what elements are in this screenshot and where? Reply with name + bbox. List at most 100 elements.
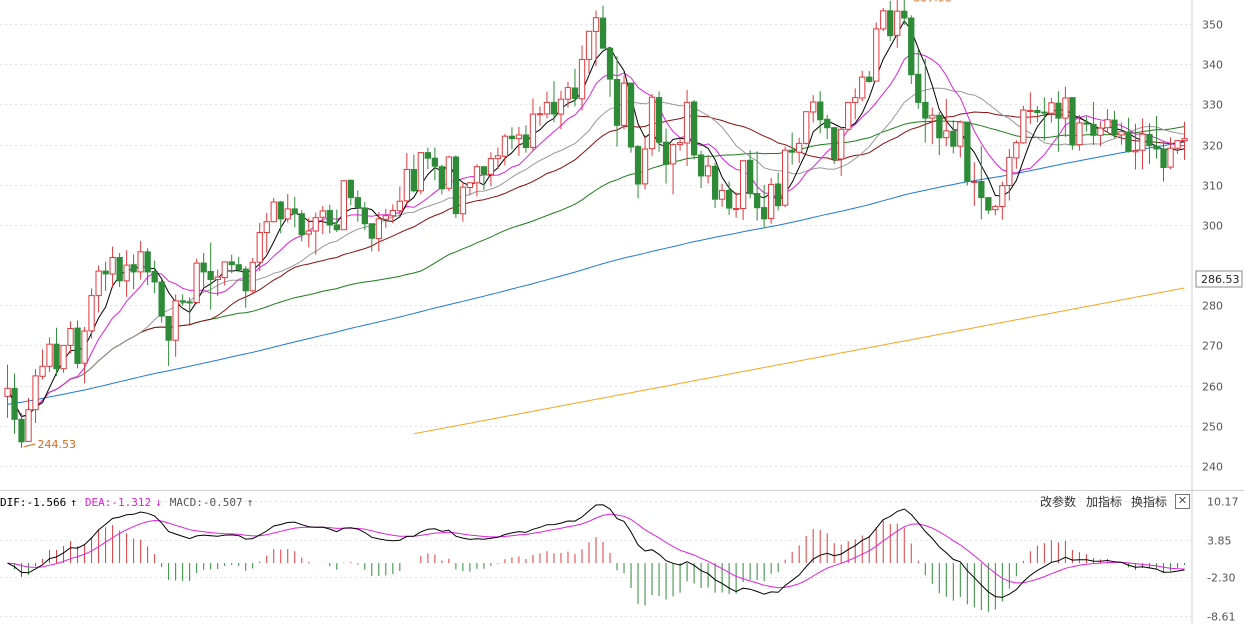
candle-up (1006, 156, 1013, 186)
candle-down (1153, 145, 1160, 150)
candle-up (845, 101, 852, 130)
candle-up (305, 230, 312, 235)
main-y-tick-label: 340 (1202, 59, 1223, 72)
candle-up (270, 201, 277, 223)
candle-up (810, 101, 817, 113)
candle-down (207, 271, 214, 280)
macd-label: MACD:-0.507 (169, 495, 243, 509)
candle-down (712, 165, 719, 200)
candle-up (705, 165, 712, 177)
edit-params-button[interactable]: 改参数 (1040, 495, 1077, 509)
candle-down (53, 343, 60, 370)
candle-down (831, 127, 838, 160)
main-y-tick-label: 310 (1202, 180, 1223, 193)
candle-down (901, 10, 908, 19)
candle-up (957, 121, 964, 147)
candle-down (691, 101, 698, 156)
candle-down (354, 197, 362, 209)
candle-up (1048, 102, 1055, 114)
dif-label: DIF:-1.566 (0, 495, 67, 509)
candle-down (775, 183, 782, 207)
candle-up (221, 261, 228, 279)
candle-up (494, 155, 502, 160)
candle-up (4, 387, 11, 397)
candle-up (782, 149, 789, 206)
candle-up (557, 98, 565, 115)
candle-up (487, 158, 495, 175)
candle-up (803, 111, 810, 144)
candle-up (193, 262, 200, 304)
candle-down (242, 268, 249, 292)
candle-down (1083, 122, 1090, 125)
candle-down (431, 157, 439, 167)
candle-up (466, 182, 474, 188)
ma30-line (7, 111, 1185, 418)
candle-down (326, 210, 333, 226)
candle-down (606, 47, 614, 80)
candle-up (992, 205, 999, 211)
candle-down (754, 193, 761, 209)
ma5-line (7, 20, 1185, 418)
macd-legend: DIF:-1.566 ↑ DEA:-1.312 ↓ MACD:-0.507 ↑ (0, 493, 1190, 511)
candle-down (662, 141, 670, 165)
candle-down (571, 87, 579, 99)
candle-down (599, 17, 607, 49)
candle-up (1181, 138, 1188, 142)
candle-up (256, 232, 263, 263)
main-y-tick-label: 300 (1202, 220, 1223, 233)
candle-down (130, 264, 137, 273)
candle-up (999, 185, 1006, 208)
candle-up (852, 97, 859, 103)
candle-up (1013, 142, 1020, 159)
candle-up (1167, 147, 1174, 168)
candle-up (1062, 97, 1069, 119)
candle-up (445, 156, 453, 189)
candle-down (368, 223, 376, 239)
candle-up (459, 186, 467, 215)
candle-up (249, 261, 256, 292)
sub-y-tick-label: 10.17 (1207, 496, 1239, 509)
candle-down (347, 179, 355, 199)
candle-up (172, 300, 179, 341)
candle-down (438, 166, 446, 190)
candle-up (733, 208, 740, 210)
add-indicator-button[interactable]: 加指标 (1086, 495, 1123, 509)
candle-up (859, 76, 866, 99)
candle-up (109, 257, 116, 275)
candle-up (403, 169, 411, 202)
switch-indicator-button[interactable]: 换指标 (1131, 495, 1168, 509)
candle-down (18, 418, 25, 443)
candle-down (144, 251, 151, 273)
candle-up (894, 10, 901, 36)
candle-down (824, 118, 831, 129)
candle-down (726, 189, 733, 209)
candle-down (817, 101, 824, 121)
candle-down (1041, 111, 1048, 114)
candle-down (200, 262, 207, 273)
candle-up (137, 251, 144, 273)
dif-line (7, 504, 1185, 598)
ma250-line (413, 287, 1185, 435)
candle-down (151, 271, 158, 283)
candle-down (950, 130, 957, 147)
candle-up (1020, 109, 1027, 144)
candle-up (676, 142, 684, 146)
candle-down (522, 134, 530, 148)
ma20-line (7, 87, 1185, 418)
candle-down (698, 154, 705, 177)
close-icon[interactable]: ✕ (1175, 494, 1190, 509)
main-y-tick-label: 240 (1202, 461, 1223, 474)
candle-down (452, 156, 460, 215)
candle-up (263, 221, 270, 233)
candle-down (480, 166, 488, 175)
candle-down (1069, 97, 1076, 146)
candle-down (298, 213, 305, 236)
candle-down (333, 224, 341, 231)
candle-up (838, 128, 845, 160)
candle-up (1139, 133, 1146, 151)
candle-up (88, 295, 95, 332)
candle-down (424, 152, 432, 159)
candle-down (1125, 131, 1132, 152)
